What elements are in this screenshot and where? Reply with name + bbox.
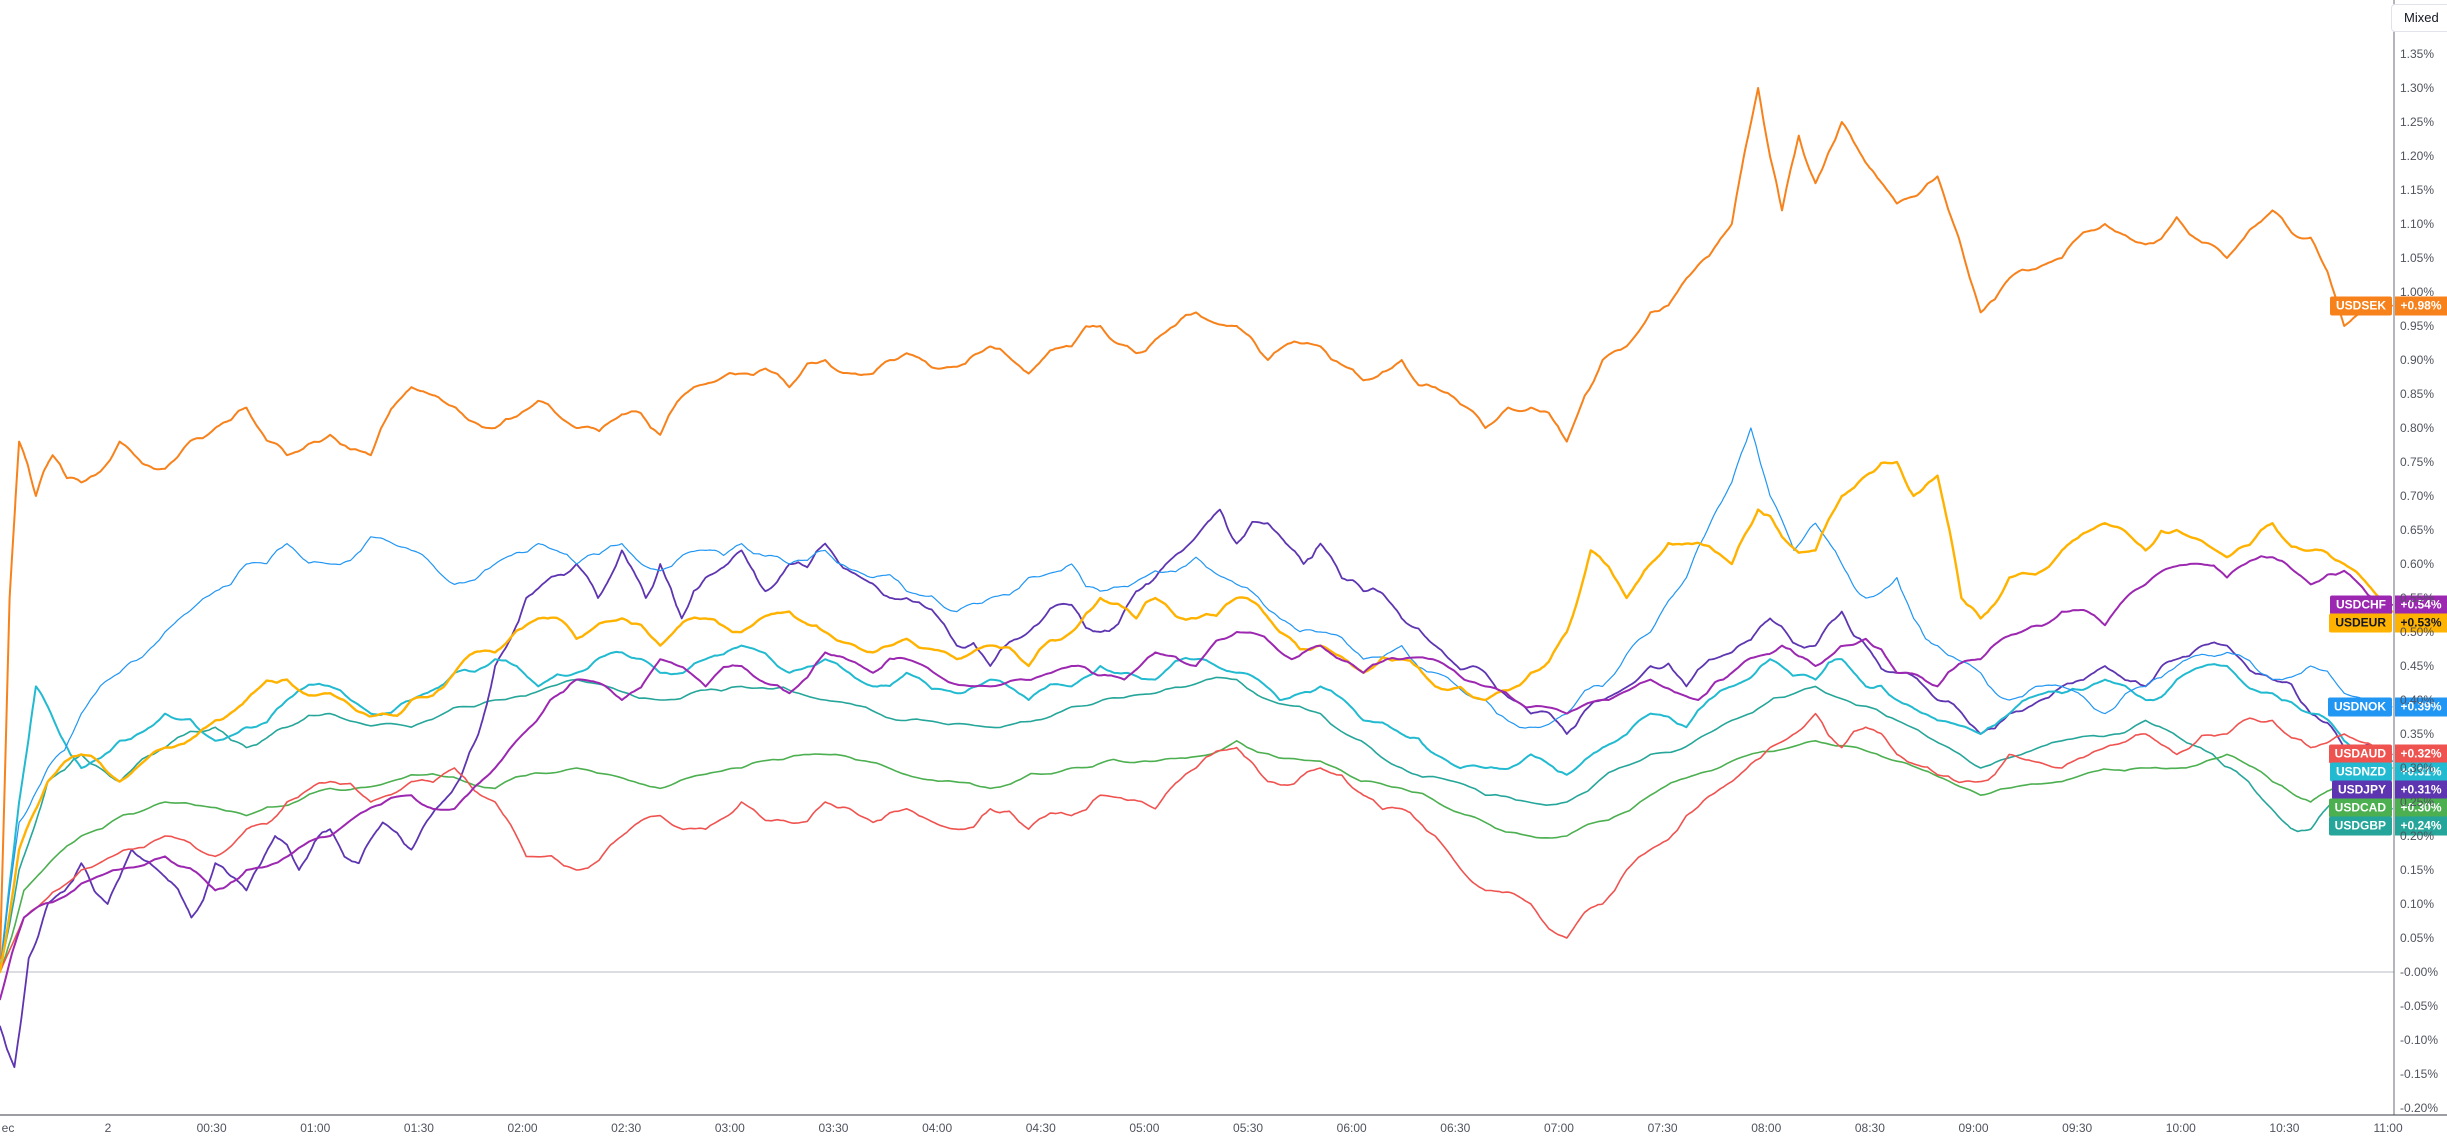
series-label-usdjpy[interactable]: USDJPY [2331, 780, 2392, 800]
time-tick-label: 02:00 [507, 1121, 538, 1135]
time-tick-label: 09:00 [1958, 1121, 1989, 1135]
price-tick-label: 0.10% [2400, 897, 2435, 911]
price-tick-label: 1.20% [2400, 149, 2435, 163]
series-label-usdsek[interactable]: USDSEK [2329, 296, 2392, 316]
price-tick-label: 0.75% [2400, 455, 2435, 469]
price-tick-label: 1.05% [2400, 251, 2435, 265]
series-value-usdgbp: +0.24% [2395, 816, 2447, 836]
price-tick-label: 1.10% [2400, 217, 2435, 231]
price-tick-label: 1.30% [2400, 81, 2435, 95]
series-value-usdcad: +0.30% [2395, 798, 2447, 818]
series-label-usdchf[interactable]: USDCHF [2330, 595, 2392, 615]
series-line-usdnok[interactable] [0, 427, 2393, 973]
price-tick-label: 0.50% [2400, 625, 2435, 639]
price-tick-label: 0.30% [2400, 761, 2435, 775]
time-tick-label: 11:00 [2373, 1121, 2403, 1135]
time-tick-label: 09:30 [2062, 1121, 2093, 1135]
price-tick-label: 0.80% [2400, 421, 2435, 435]
time-tick-label: 06:30 [1440, 1121, 1471, 1135]
time-tick-label: 08:00 [1751, 1121, 1782, 1135]
price-tick-label: 0.25% [2400, 795, 2435, 809]
time-tick-label: 06:00 [1336, 1121, 1367, 1135]
market-status-button[interactable]: Mixed [2391, 4, 2447, 32]
price-tick-label: 0.45% [2400, 659, 2435, 673]
time-tick-label: 07:00 [1543, 1121, 1574, 1135]
price-tick-label: 0.90% [2400, 353, 2435, 367]
time-tick-label: 10:00 [2165, 1121, 2196, 1135]
series-line-usdsek[interactable] [0, 87, 2393, 960]
price-tick-label: 1.00% [2400, 285, 2435, 299]
price-tick-label: 0.20% [2400, 829, 2435, 843]
series-line-usdcad[interactable] [0, 739, 2393, 973]
time-tick-label: 10:30 [2269, 1121, 2300, 1135]
series-label-usdeur[interactable]: USDEUR [2329, 613, 2392, 633]
price-tick-label: 1.25% [2400, 115, 2435, 129]
series-line-usdeur[interactable] [0, 460, 2394, 974]
series-line-usdnzd[interactable] [0, 644, 2393, 973]
series-value-usdaud: +0.32% [2395, 744, 2447, 764]
time-tick-label: 05:00 [1129, 1121, 1160, 1135]
price-tick-label: -0.00% [2400, 965, 2439, 979]
time-tick-label: 00:30 [196, 1121, 227, 1135]
price-tick-label: 0.65% [2400, 523, 2435, 537]
time-tick-label: 01:00 [300, 1121, 331, 1135]
series-value-usdjpy: +0.31% [2395, 780, 2447, 800]
time-tick-label: 01:30 [403, 1121, 434, 1135]
price-tick-label: 0.85% [2400, 387, 2435, 401]
series-label-usdaud[interactable]: USDAUD [2328, 744, 2392, 764]
price-tick-label: 0.70% [2400, 489, 2435, 503]
price-tick-label: -0.20% [2400, 1101, 2439, 1115]
time-tick-label: 03:00 [714, 1121, 745, 1135]
time-tick-label: 02:30 [611, 1121, 642, 1135]
price-tick-label: 0.05% [2400, 931, 2435, 945]
series-line-usdgbp[interactable] [0, 676, 2393, 973]
price-tick-label: -0.15% [2400, 1067, 2439, 1081]
series-line-usdchf[interactable] [0, 555, 2393, 1001]
series-line-usdjpy[interactable] [0, 508, 2393, 1069]
series-value-usdeur: +0.53% [2395, 613, 2447, 633]
time-tick-label: 03:30 [818, 1121, 849, 1135]
series-label-usdnzd[interactable]: USDNZD [2330, 762, 2392, 782]
time-tick-label: 07:30 [1647, 1121, 1678, 1135]
series-value-usdsek: +0.98% [2395, 296, 2447, 316]
time-tick-label: 08:30 [1854, 1121, 1885, 1135]
price-tick-label: 0.55% [2400, 591, 2435, 605]
time-tick-label: 05:30 [1233, 1121, 1264, 1135]
series-value-usdnzd: +0.31% [2395, 762, 2447, 782]
price-tick-label: 0.35% [2400, 727, 2435, 741]
price-tick-label: -0.10% [2400, 1033, 2439, 1047]
price-tick-label: 1.15% [2400, 183, 2435, 197]
series-label-usdcad[interactable]: USDCAD [2328, 798, 2392, 818]
price-tick-label: 0.15% [2400, 863, 2435, 877]
price-tick-label: 0.60% [2400, 557, 2435, 571]
series-label-usdnok[interactable]: USDNOK [2327, 697, 2392, 717]
time-tick-label: ec [1, 1121, 15, 1135]
price-tick-label: -0.05% [2400, 999, 2439, 1013]
series-label-usdgbp[interactable]: USDGBP [2328, 816, 2392, 836]
time-tick-label: 04:30 [1025, 1121, 1056, 1135]
price-tick-label: 0.95% [2400, 319, 2435, 333]
series-line-usdaud[interactable] [0, 712, 2393, 973]
price-tick-label: 1.35% [2400, 47, 2435, 61]
time-tick-label: 04:00 [922, 1121, 953, 1135]
price-tick-label: 0.40% [2400, 693, 2435, 707]
series-value-usdchf: +0.54% [2395, 595, 2447, 615]
series-value-usdnok: +0.39% [2395, 697, 2447, 717]
time-tick-label: 2 [104, 1121, 112, 1135]
